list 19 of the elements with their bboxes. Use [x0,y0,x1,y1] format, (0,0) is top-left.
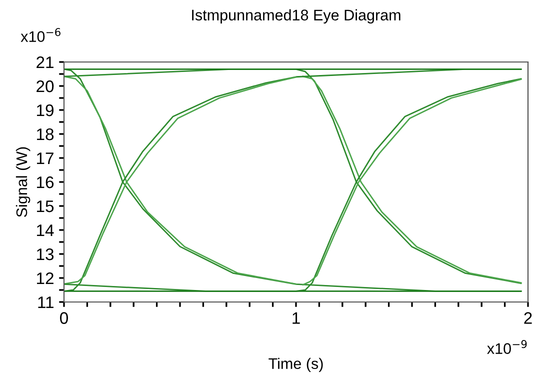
y-tick-label: 18 [37,128,54,140]
y-axis-title: Signal (W) [16,147,30,217]
x-tick-label: 1 [292,312,300,324]
y-tick-label: 13 [37,248,54,260]
x-tick-label: 0 [60,312,68,324]
y-tick-label: 21 [36,56,54,68]
y-tick-label: 16 [37,176,54,188]
y-tick-label: 17 [37,152,54,164]
x-tick-label: 2 [524,312,532,324]
text: x10$^{−6}$ [20,28,60,42]
x-axis-title: Time (s) [268,358,323,372]
y-tick-label: 20 [36,80,54,92]
y-tick-label: 19 [37,104,54,116]
text: x10$^{−9}$ [487,340,527,354]
y-tick-label: 15 [37,200,54,212]
y-tick-label: 14 [37,224,54,236]
y-tick-label: 11 [38,296,54,308]
chart-title: Istmpunnamed18 Eye Diagram [192,9,400,24]
y-tick-label: 12 [37,272,54,284]
